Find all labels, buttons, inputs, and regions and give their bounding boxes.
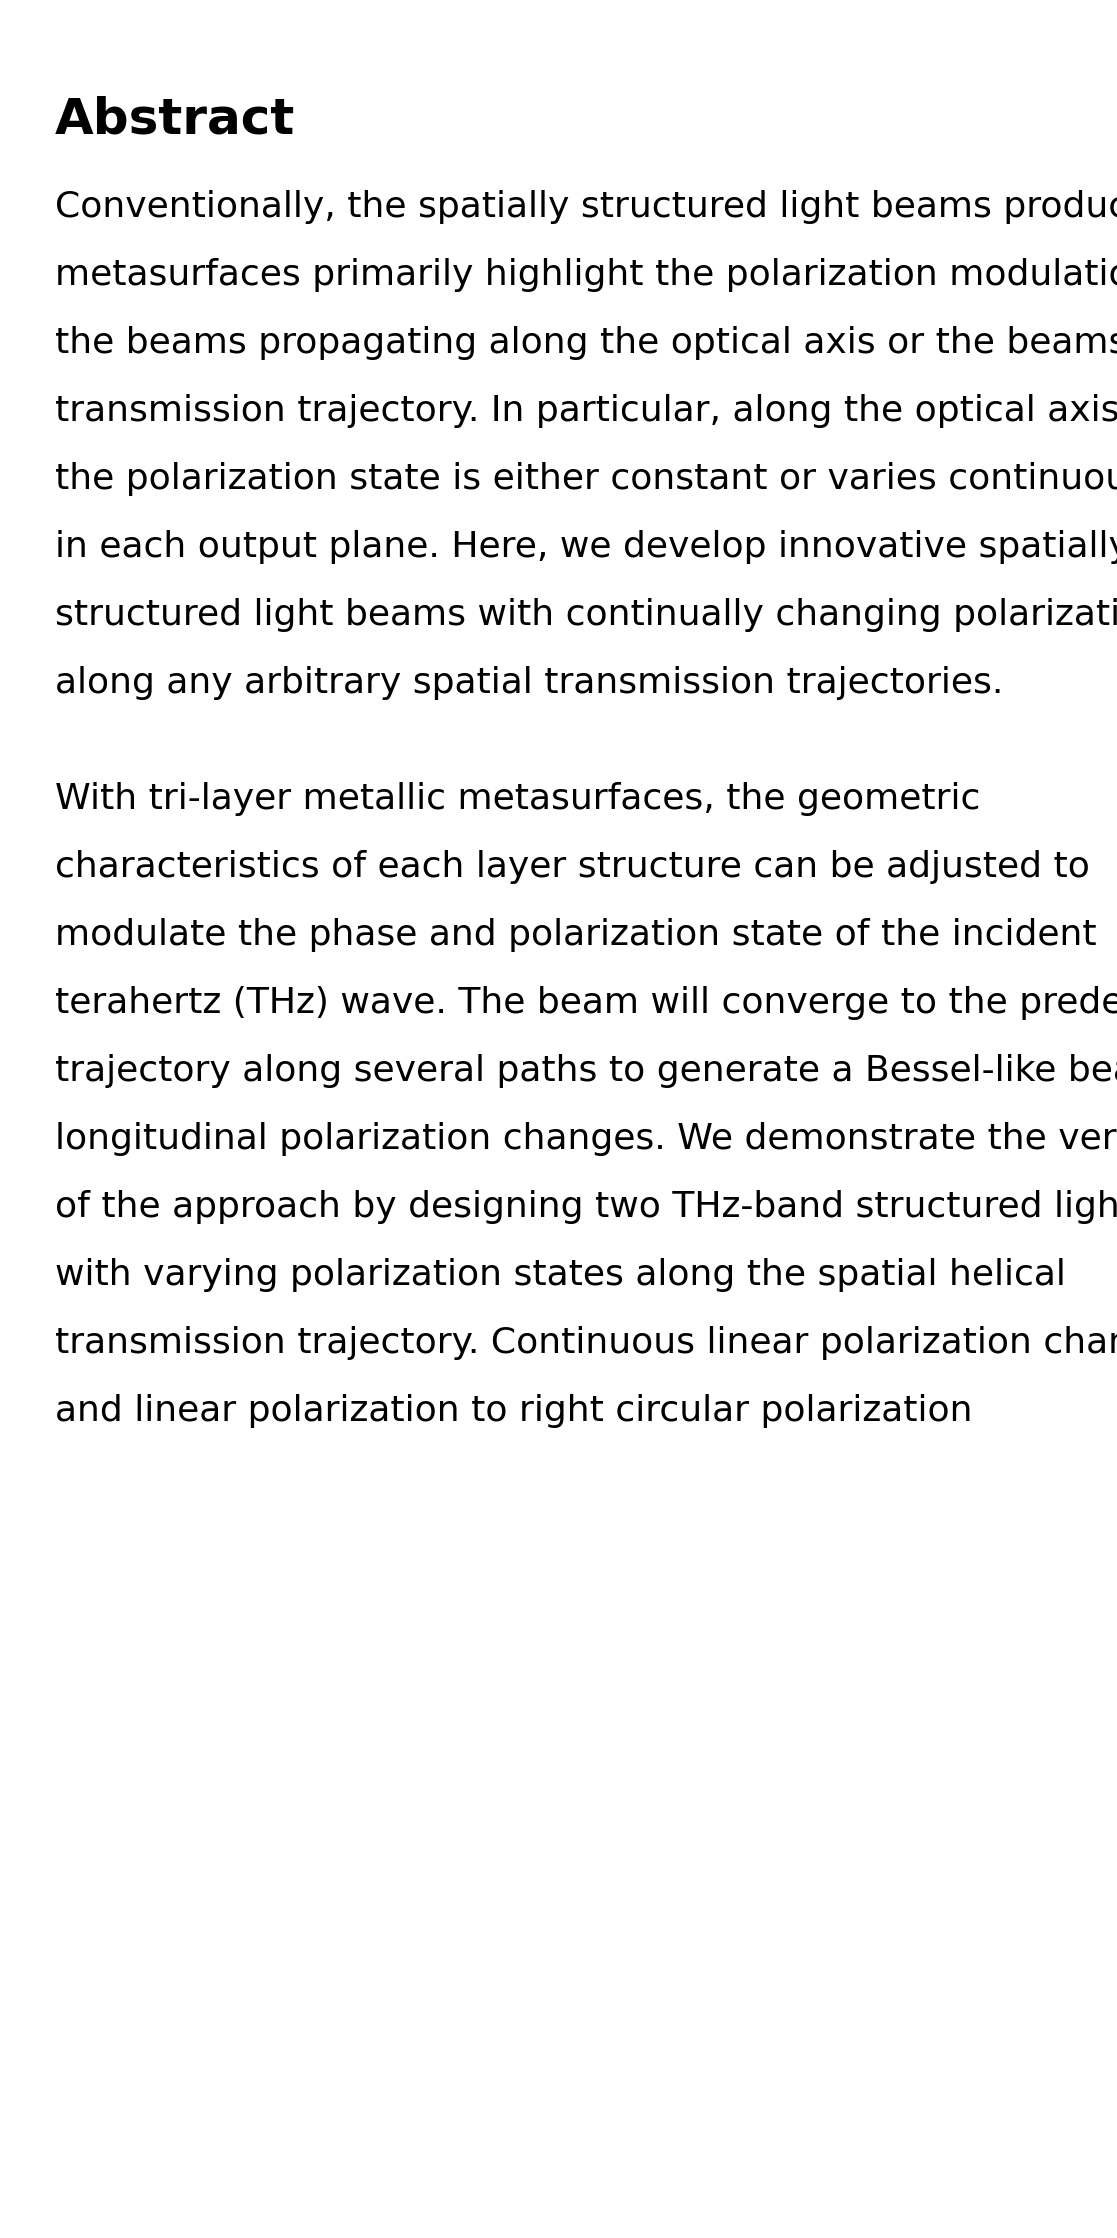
Text: modulate the phase and polarization state of the incident: modulate the phase and polarization stat… (55, 918, 1097, 953)
Text: trajectory along several paths to generate a Bessel-like beam with: trajectory along several paths to genera… (55, 1054, 1117, 1088)
Text: along any arbitrary spatial transmission trajectories.: along any arbitrary spatial transmission… (55, 667, 1003, 700)
Text: the beams propagating along the optical axis or the beams' spatial: the beams propagating along the optical … (55, 327, 1117, 360)
Text: with varying polarization states along the spatial helical: with varying polarization states along t… (55, 1258, 1066, 1291)
Text: longitudinal polarization changes. We demonstrate the versatility: longitudinal polarization changes. We de… (55, 1123, 1117, 1157)
Text: With tri-layer metallic metasurfaces, the geometric: With tri-layer metallic metasurfaces, th… (55, 783, 981, 817)
Text: transmission trajectory. Continuous linear polarization changes: transmission trajectory. Continuous line… (55, 1327, 1117, 1361)
Text: in each output plane. Here, we develop innovative spatially: in each output plane. Here, we develop i… (55, 530, 1117, 564)
Text: and linear polarization to right circular polarization: and linear polarization to right circula… (55, 1394, 973, 1428)
Text: metasurfaces primarily highlight the polarization modulation of: metasurfaces primarily highlight the pol… (55, 257, 1117, 293)
Text: terahertz (THz) wave. The beam will converge to the predefined: terahertz (THz) wave. The beam will conv… (55, 987, 1117, 1021)
Text: Conventionally, the spatially structured light beams produced by: Conventionally, the spatially structured… (55, 190, 1117, 224)
Text: transmission trajectory. In particular, along the optical axis,: transmission trajectory. In particular, … (55, 394, 1117, 427)
Text: the polarization state is either constant or varies continuously: the polarization state is either constan… (55, 463, 1117, 497)
Text: structured light beams with continually changing polarization: structured light beams with continually … (55, 598, 1117, 633)
Text: characteristics of each layer structure can be adjusted to: characteristics of each layer structure … (55, 850, 1090, 884)
Text: Abstract: Abstract (55, 94, 295, 143)
Text: of the approach by designing two THz-band structured light beams: of the approach by designing two THz-ban… (55, 1191, 1117, 1224)
